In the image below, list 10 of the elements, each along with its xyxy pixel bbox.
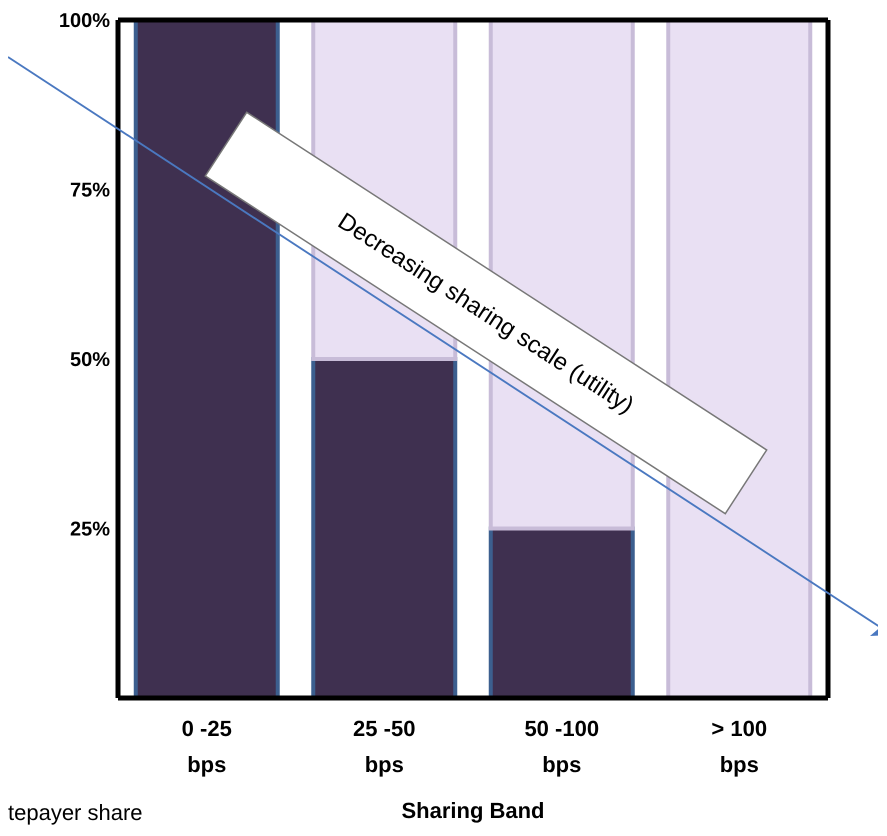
text: tepayer share: [8, 800, 143, 826]
y-tick-label: 75%: [70, 180, 110, 202]
x-tick-label: 25 -50 bps: [353, 716, 416, 777]
x-tick-label: 50 -100 bps: [524, 716, 600, 777]
y-tick-label: 50%: [70, 349, 110, 372]
y-tick-label: 25%: [70, 518, 110, 541]
x-tick-label: > 100 bps: [711, 716, 768, 777]
y-tick-label: 100%: [58, 10, 110, 32]
x-tick-label: 0 -25 bps: [182, 716, 232, 777]
x-axis-title: Sharing Band: [401, 798, 545, 823]
